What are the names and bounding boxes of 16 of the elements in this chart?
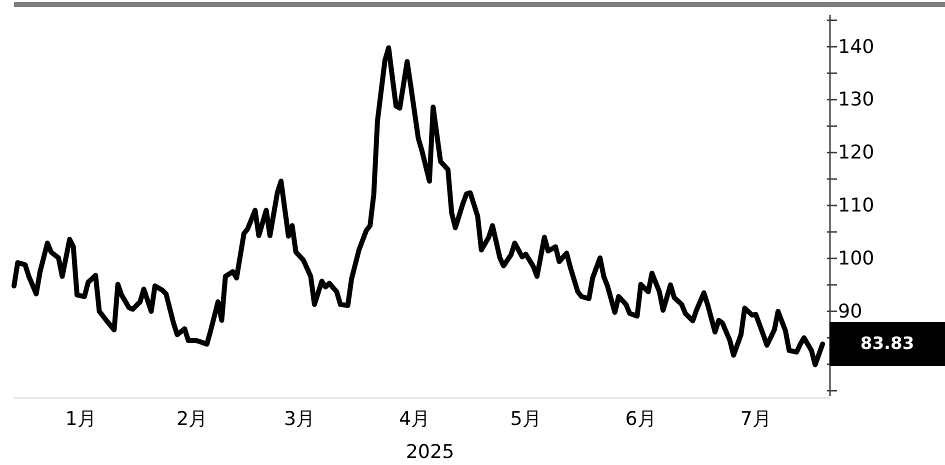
y-tick-label: 100 — [838, 247, 874, 270]
x-tick-label: 5月 — [510, 408, 542, 430]
last-value: 83.83 — [830, 322, 945, 366]
y-tick-label: 140 — [838, 36, 874, 58]
y-tick-label: 130 — [838, 88, 874, 111]
y-tick-label: 120 — [838, 142, 874, 164]
x-tick-label: 7月 — [740, 408, 772, 430]
x-axis-title: 2025 — [406, 441, 454, 463]
x-tick-label: 4月 — [399, 408, 430, 430]
y-tick-label: 110 — [838, 194, 874, 216]
annotation: 83.83 — [860, 334, 914, 354]
y-tick-label: 90 — [838, 300, 862, 322]
x-tick-label: 1月 — [65, 408, 96, 430]
x-tick-label: 2月 — [176, 408, 208, 430]
x-tick-label: 6月 — [625, 408, 656, 430]
x-tick-label: 3月 — [284, 408, 316, 430]
